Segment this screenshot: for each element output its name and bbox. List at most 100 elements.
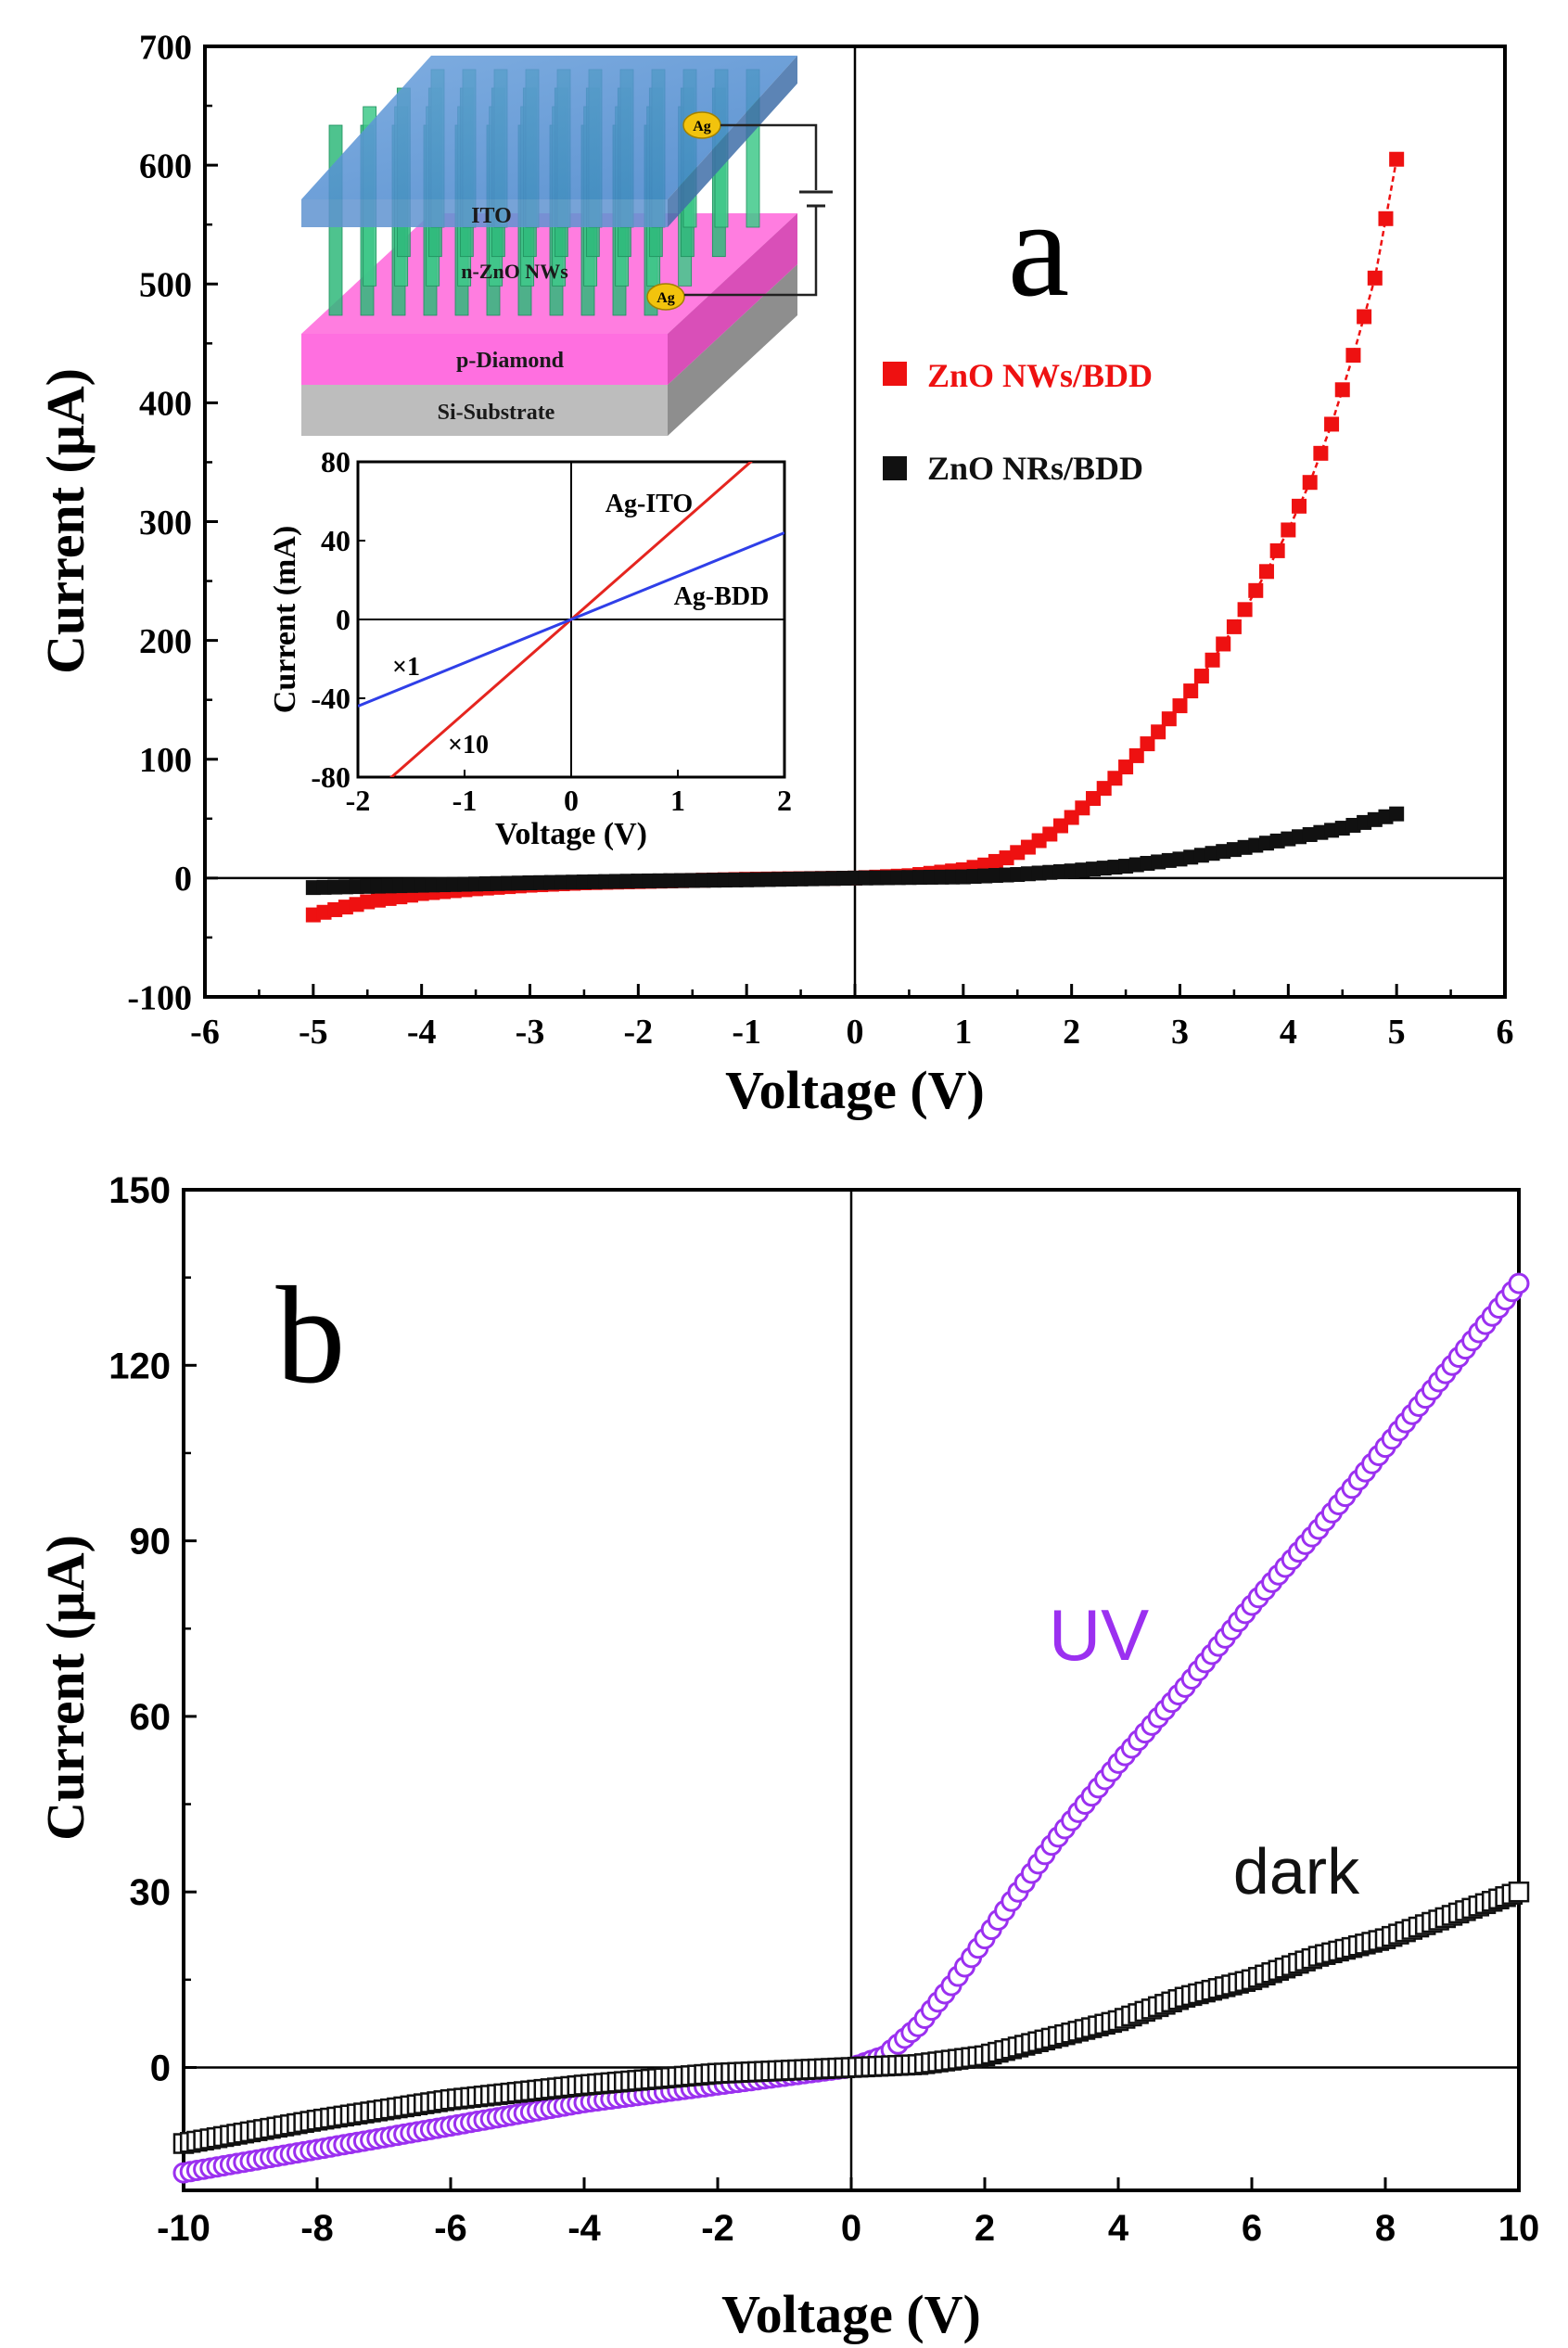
inset-label-x10: ×10	[448, 731, 489, 759]
panel-a-legend: ZnO NWs/BDD ZnO NRs/BDD	[883, 357, 1153, 487]
data-point-zno-nws-bdd	[1269, 542, 1285, 558]
y-tick-label: 700	[139, 28, 192, 67]
p-diamond-front	[301, 334, 668, 385]
data-point-zno-nws-bdd	[1313, 445, 1329, 461]
inset-x-tick-label: 2	[777, 784, 792, 817]
inset-x-tick-label: -2	[346, 784, 371, 817]
inset-label-ag-bdd: Ag-BDD	[674, 582, 770, 611]
ito-side	[668, 56, 797, 227]
inset-y-tick-label: 40	[321, 524, 351, 557]
data-point-zno-nws-bdd	[1324, 416, 1340, 432]
inset-x-tick-label: 1	[670, 784, 685, 817]
data-point-zno-nws-bdd	[1161, 711, 1177, 727]
data-point-zno-nws-bdd	[1216, 636, 1231, 652]
legend-label-zno-nrs: ZnO NRs/BDD	[927, 450, 1143, 487]
data-point-zno-nws-bdd	[1357, 309, 1372, 325]
inset-content: -2 -1 0 1 2 80 40 0 -40 -80	[311, 445, 792, 817]
ag-label-bottom: Ag	[657, 290, 675, 306]
x-tick-label: -8	[300, 2208, 334, 2249]
panel-a-series	[305, 151, 1405, 923]
inset-x-tick-label: -1	[453, 784, 478, 817]
label-dark: dark	[1233, 1835, 1360, 1908]
data-point-zno-nws-bdd	[1345, 348, 1361, 364]
x-tick-label: 3	[1171, 1013, 1189, 1052]
data-point-zno-nws-bdd	[1205, 652, 1220, 668]
y-tick-label: 500	[139, 266, 192, 305]
panel-b: -10 -8 -6 -4 -2 0 2 4 6 8 10 0 30 60 90 120 150 Voltage …	[35, 1170, 1539, 2344]
ito-top	[301, 56, 797, 199]
panel-a-ticks: -6 -5 -4 -3 -2 -1 0 1 2 3 4 5 6-10001002003004005006…	[127, 28, 1513, 1052]
si-substrate-front	[301, 385, 668, 436]
legend-label-zno-nws: ZnO NWs/BDD	[927, 357, 1153, 394]
x-tick-label: 8	[1375, 2208, 1396, 2249]
data-point-zno-nws-bdd	[1281, 522, 1296, 538]
x-tick-label: -1	[732, 1013, 761, 1052]
inset-ylabel: Current (mA)	[268, 526, 302, 713]
y-tick-label: 0	[174, 860, 192, 899]
panel-b-series	[172, 1272, 1530, 2184]
inset-y-tick-label: 80	[321, 445, 351, 479]
y-tick-label: 120	[108, 1346, 171, 1386]
ag-pad-bottom	[646, 283, 685, 311]
inset-xlabel: Voltage (V)	[495, 817, 647, 851]
x-tick-label: 2	[975, 2208, 995, 2249]
x-tick-label: 6	[1497, 1013, 1514, 1052]
data-point-zno-nws-bdd	[1292, 498, 1307, 514]
data-point-zno-nws-bdd	[1183, 683, 1199, 699]
data-point-zno-nws-bdd	[1334, 382, 1350, 398]
x-tick-label: 4	[1280, 1013, 1297, 1052]
circuit-wire-bottom	[684, 206, 818, 297]
x-tick-label: 1	[954, 1013, 972, 1052]
x-tick-label: -6	[434, 2208, 467, 2249]
y-tick-label: 400	[139, 385, 192, 424]
layer-label-ito: ITO	[471, 204, 512, 228]
panel-a-letter: a	[1008, 172, 1070, 325]
y-tick-label: 60	[130, 1697, 172, 1738]
y-tick-label: 0	[150, 2048, 171, 2088]
data-point-zno-nws-bdd	[1193, 669, 1209, 684]
data-point-zno-nws-bdd	[1378, 211, 1394, 226]
y-tick-label: 200	[139, 622, 192, 661]
device-schematic: Ag Ag ITO n-ZnO NWs p-Diamond Si-Substra…	[301, 56, 833, 436]
y-tick-label: 100	[139, 741, 192, 780]
inset-line-ag-bdd	[358, 531, 784, 708]
panel-a-ylabel: Current (μA)	[35, 368, 96, 674]
panel-a: -6 -5 -4 -3 -2 -1 0 1 2 3 4 5 6-10001002003004005006…	[35, 28, 1514, 1120]
inset-label-x1: ×1	[392, 653, 420, 682]
data-point-zno-nws-bdd	[1302, 475, 1318, 491]
inset-y-tick-label: 0	[336, 603, 351, 636]
y-tick-label: 30	[130, 1872, 172, 1913]
x-tick-label: -4	[407, 1013, 437, 1052]
data-point-zno-nws-bdd	[1128, 747, 1144, 763]
p-diamond-side	[668, 213, 797, 385]
data-point-zno-nws-bdd	[1140, 736, 1155, 752]
ito-front	[301, 199, 668, 227]
x-tick-label: -2	[624, 1013, 654, 1052]
x-tick-label: 0	[847, 1013, 864, 1052]
layer-label-diamond: p-Diamond	[456, 349, 565, 373]
layer-label-zno: n-ZnO NWs	[461, 260, 568, 283]
inset-label-ag-ito: Ag-ITO	[606, 490, 693, 518]
label-uv: UV	[1049, 1594, 1149, 1676]
x-tick-label: 6	[1242, 2208, 1262, 2249]
data-point-dark	[1508, 1881, 1530, 1903]
x-tick-label: -3	[516, 1013, 545, 1052]
data-point-zno-nws-bdd	[1151, 724, 1166, 740]
x-tick-label: -5	[299, 1013, 328, 1052]
x-tick-label: -4	[567, 2208, 601, 2249]
panel-b-xlabel: Voltage (V)	[721, 2284, 981, 2344]
data-point-zno-nws-bdd	[1118, 759, 1134, 775]
x-tick-label: -10	[157, 2208, 210, 2249]
x-tick-label: 0	[841, 2208, 861, 2249]
inset-y-tick-label: -40	[311, 682, 351, 715]
y-tick-label: -100	[127, 978, 192, 1017]
data-point-zno-nws-bdd	[1248, 582, 1264, 598]
x-tick-label: 10	[1498, 2208, 1540, 2249]
x-tick-label: -2	[701, 2208, 734, 2249]
data-point-zno-nws-bdd	[1389, 151, 1405, 167]
x-tick-label: 5	[1388, 1013, 1406, 1052]
y-tick-label: 300	[139, 504, 192, 542]
circuit-wire-top	[720, 123, 818, 190]
